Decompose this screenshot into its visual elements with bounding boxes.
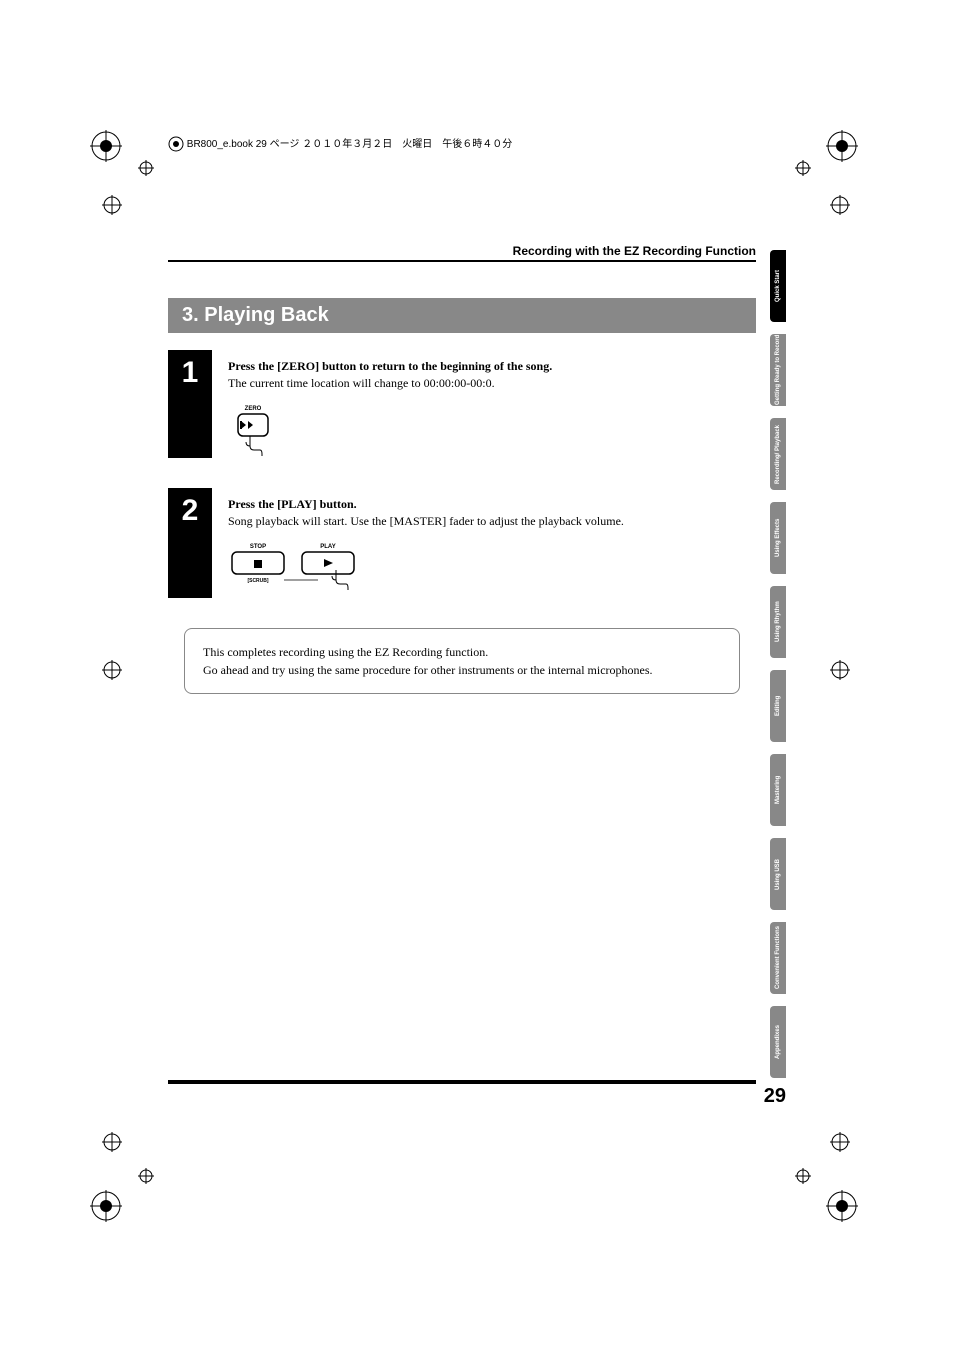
section-title: Recording with the EZ Recording Function bbox=[168, 244, 756, 258]
tab-using-rhythm[interactable]: Using Rhythm bbox=[770, 586, 786, 658]
reg-mark-tl bbox=[102, 195, 122, 220]
step-1-number: 1 bbox=[168, 350, 212, 458]
step-1-bold: Press the [ZERO] button to return to the… bbox=[228, 358, 756, 375]
section-title-bar: Recording with the EZ Recording Function bbox=[168, 244, 756, 262]
scrub-label: [SCRUB] bbox=[247, 578, 268, 584]
side-tabs: Quick Start Getting Ready to Record Reco… bbox=[770, 250, 786, 1090]
reg-mark-footer-right bbox=[795, 1168, 811, 1189]
crop-mark-tl bbox=[90, 130, 122, 162]
tab-editing[interactable]: Editing bbox=[770, 670, 786, 742]
header-line: BR800_e.book 29 ページ ２０１０年３月２日 火曜日 午後６時４０… bbox=[168, 135, 756, 152]
reg-mark-ml bbox=[102, 660, 122, 685]
step-2: 2 Press the [PLAY] button. Song playback… bbox=[168, 488, 756, 598]
tab-using-effects[interactable]: Using Effects bbox=[770, 502, 786, 574]
tab-using-usb[interactable]: Using USB bbox=[770, 838, 786, 910]
heading-text: 3. Playing Back bbox=[182, 304, 742, 327]
reg-mark-mr bbox=[830, 660, 850, 685]
tab-convenient-functions[interactable]: Convenient Functions bbox=[770, 922, 786, 994]
stop-label: STOP bbox=[250, 544, 266, 550]
step-2-text: Song playback will start. Use the [MASTE… bbox=[228, 513, 756, 530]
note-box: This completes recording using the EZ Re… bbox=[184, 628, 740, 694]
reg-mark-footer-left bbox=[138, 1168, 154, 1189]
note-line-2: Go ahead and try using the same procedur… bbox=[203, 661, 721, 679]
tab-recording-playback[interactable]: Recording/ Playback bbox=[770, 418, 786, 490]
tab-appendixes[interactable]: Appendixes bbox=[770, 1006, 786, 1078]
page-number: 29 bbox=[764, 1085, 786, 1108]
zero-label: ZERO bbox=[245, 406, 262, 412]
step-2-number: 2 bbox=[168, 488, 212, 598]
step-2-bold: Press the [PLAY] button. bbox=[228, 496, 756, 513]
crop-mark-bl bbox=[90, 1190, 122, 1222]
crop-mark-br bbox=[826, 1190, 858, 1222]
reg-mark-br2 bbox=[830, 1132, 850, 1157]
reg-mark-tr bbox=[830, 195, 850, 220]
page-rule bbox=[168, 1080, 756, 1084]
step-1-text: The current time location will change to… bbox=[228, 375, 756, 392]
tab-quick-start[interactable]: Quick Start bbox=[770, 250, 786, 322]
zero-button-illustration: ZERO bbox=[228, 402, 756, 463]
reg-mark-bl bbox=[102, 1132, 122, 1157]
tab-mastering[interactable]: Mastering bbox=[770, 754, 786, 826]
step-1: 1 Press the [ZERO] button to return to t… bbox=[168, 350, 756, 458]
header-text: BR800_e.book 29 ページ ２０１０年３月２日 火曜日 午後６時４０… bbox=[187, 139, 512, 150]
reg-mark-header-right bbox=[795, 160, 811, 181]
crop-mark-tr bbox=[826, 130, 858, 162]
tab-getting-ready[interactable]: Getting Ready to Record bbox=[770, 334, 786, 406]
play-stop-illustration: STOP [SCRUB] PLAY bbox=[228, 540, 756, 601]
reg-mark-header-left bbox=[138, 160, 154, 181]
play-label: PLAY bbox=[320, 544, 335, 550]
note-line-1: This completes recording using the EZ Re… bbox=[203, 643, 721, 661]
heading-bar: 3. Playing Back bbox=[168, 298, 756, 333]
